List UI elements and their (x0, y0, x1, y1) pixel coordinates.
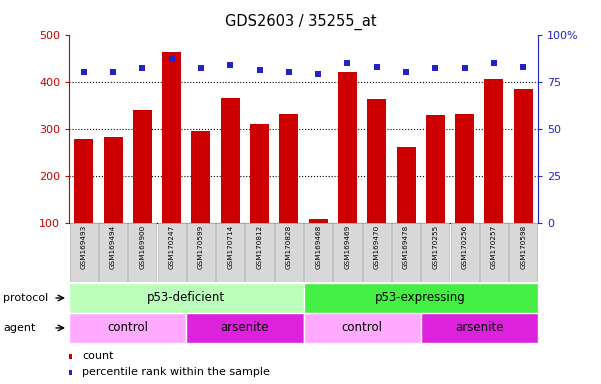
Bar (367, 99, 386, 223)
Text: GSM170812: GSM170812 (257, 225, 263, 269)
Text: control: control (341, 321, 383, 334)
Text: GSM169469: GSM169469 (344, 225, 350, 269)
Text: GSM169494: GSM169494 (110, 225, 116, 269)
Bar (484, 79, 504, 223)
Text: GSM170714: GSM170714 (227, 225, 233, 269)
Bar (103, 137, 123, 223)
Text: GSM170255: GSM170255 (432, 225, 438, 269)
Text: protocol: protocol (3, 293, 48, 303)
Bar (128, 223, 156, 282)
Bar (421, 313, 538, 343)
Text: percentile rank within the sample: percentile rank within the sample (82, 367, 270, 377)
Text: GSM169470: GSM169470 (374, 225, 380, 269)
Bar (250, 124, 269, 223)
Text: GSM169478: GSM169478 (403, 225, 409, 269)
Bar (451, 223, 479, 282)
Text: arsenite: arsenite (455, 321, 504, 334)
Bar (304, 223, 332, 282)
Text: arsenite: arsenite (221, 321, 269, 334)
Text: GDS2603 / 35255_at: GDS2603 / 35255_at (225, 13, 376, 30)
Bar (187, 223, 215, 282)
Bar (514, 89, 532, 223)
Text: control: control (107, 321, 148, 334)
Bar (392, 223, 420, 282)
Bar (133, 110, 152, 223)
Text: GSM169493: GSM169493 (81, 225, 87, 269)
Text: count: count (82, 351, 114, 361)
Bar (245, 223, 273, 282)
Bar (334, 223, 362, 282)
Bar (304, 313, 421, 343)
Bar (304, 283, 538, 313)
Text: GSM169468: GSM169468 (315, 225, 321, 269)
Text: GSM170257: GSM170257 (491, 225, 497, 269)
Bar (338, 72, 357, 223)
Bar (221, 98, 240, 223)
Bar (70, 223, 98, 282)
Text: GSM170247: GSM170247 (169, 225, 175, 269)
Bar (397, 147, 415, 223)
Text: GSM170599: GSM170599 (198, 225, 204, 269)
Bar (421, 223, 450, 282)
Bar (162, 52, 181, 223)
Bar (362, 223, 391, 282)
Text: p53-deficient: p53-deficient (147, 291, 225, 305)
Bar (157, 223, 186, 282)
Bar (69, 283, 304, 313)
Bar (192, 131, 210, 223)
Bar (75, 139, 93, 223)
Bar (455, 114, 474, 223)
Bar (480, 223, 508, 282)
Text: GSM169900: GSM169900 (139, 225, 145, 269)
Bar (509, 223, 537, 282)
Bar (275, 223, 303, 282)
Text: GSM170828: GSM170828 (286, 225, 292, 269)
Bar (99, 223, 127, 282)
Bar (216, 223, 245, 282)
Bar (279, 114, 298, 223)
Text: GSM170256: GSM170256 (462, 225, 468, 269)
Bar (309, 219, 328, 223)
Bar (69, 313, 186, 343)
Text: GSM170598: GSM170598 (520, 225, 526, 269)
Bar (426, 116, 445, 223)
Text: p53-expressing: p53-expressing (376, 291, 466, 305)
Text: agent: agent (3, 323, 35, 333)
Bar (186, 313, 304, 343)
